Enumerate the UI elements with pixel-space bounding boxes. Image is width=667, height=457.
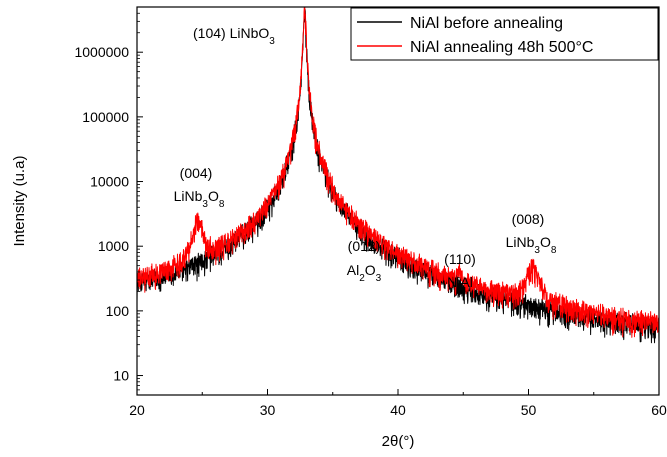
series-line-annealing-48h [136,6,660,338]
annotation-008-line1: (008) [512,211,545,227]
annotation-004-line2: LiNb3O8 [174,188,225,210]
y-tick-label: 100 [106,303,130,319]
y-tick-label: 100000 [82,109,129,125]
y-axis-title: Intensity (u.a) [11,156,28,247]
annotation-104-linbo3: (104) LiNbO3 [193,25,275,47]
x-tick-label: 20 [129,402,145,418]
x-axis-ticks: 20 30 40 50 60 [129,389,667,418]
annotation-008-linb3o8: (008) LiNb3O8 [506,211,557,256]
legend-box [350,7,659,61]
y-tick-label: 1000000 [74,44,129,60]
annotation-008-line2: LiNb3O8 [506,234,557,256]
y-tick-label: 10 [113,368,129,384]
legend: NiAl before annealing NiAl annealing 48h… [350,7,659,61]
y-tick-label: 10000 [90,174,129,190]
annotation-110-nial: (110) NiAl [444,251,476,290]
x-tick-label: 40 [390,402,406,418]
plot-area [136,6,660,344]
x-axis-title: 2θ(°) [382,433,415,450]
y-axis-ticks: 10 100 1000 10000 100000 1000000 [74,6,143,396]
annotation-012-line1: (012) [348,238,381,254]
annotation-110-line1: (110) [444,251,476,267]
annotation-012-line2: Al2O3 [347,262,382,284]
legend-label-annealing-48h: NiAl annealing 48h 500°C [410,39,593,56]
annotation-004-line1: (004) [180,165,213,181]
x-tick-label: 60 [651,402,667,418]
legend-label-before-annealing: NiAl before annealing [410,15,563,32]
annotation-110-line2: NiAl [447,274,473,290]
annotation-012-al2o3: (012) Al2O3 [347,238,382,284]
x-tick-label: 50 [521,402,537,418]
x-tick-label: 30 [260,402,276,418]
y-tick-label: 1000 [98,238,129,254]
annotation-004-linb3o8: (004) LiNb3O8 [174,165,225,210]
